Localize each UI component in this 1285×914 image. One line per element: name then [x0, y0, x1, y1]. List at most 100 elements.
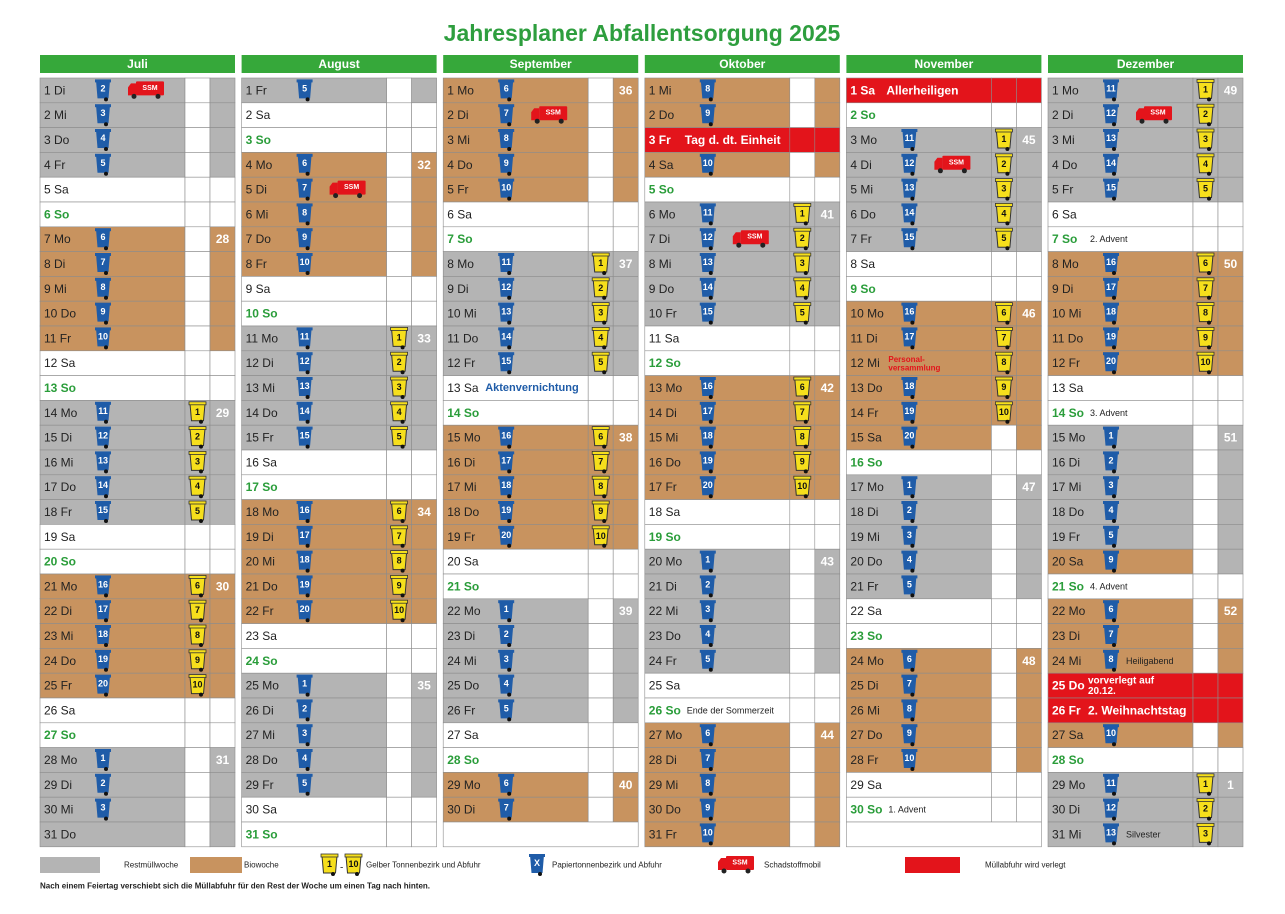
paper-bin-body	[902, 700, 917, 719]
yellow-bin-number: 2	[1203, 109, 1208, 119]
truck-wheel	[736, 242, 742, 248]
week-number: 29	[216, 406, 230, 420]
paper-bin-wheel	[507, 444, 512, 449]
day-cell	[241, 77, 387, 104]
week-strip	[1217, 648, 1244, 674]
yellow-bin-number: 9	[598, 506, 603, 516]
day-cell	[1047, 623, 1194, 649]
paper-bin: 7	[296, 178, 313, 201]
paper-bin-lid	[901, 178, 918, 182]
day-cell	[39, 548, 186, 575]
paper-bin: 3	[95, 798, 111, 821]
month-header	[1048, 55, 1243, 73]
yellow-bin-lid	[995, 376, 1013, 381]
week-strip	[612, 573, 639, 600]
week-strip	[1217, 127, 1244, 153]
paper-bin: 2	[699, 575, 716, 598]
truck-cab	[531, 108, 540, 121]
paper-bin-lid	[901, 476, 918, 480]
yellow-bin-number: 2	[800, 233, 805, 243]
truck-wheel	[558, 118, 564, 124]
truck-wheel	[937, 168, 943, 174]
yellow-bin-number: 1	[327, 859, 332, 869]
paper-bin-lid	[498, 501, 515, 504]
day-label: 16 Do	[649, 455, 681, 469]
yellow-bin: 8	[995, 351, 1013, 375]
yellow-bin-number: 2	[1001, 159, 1006, 169]
day-label: 6 Sa	[1052, 207, 1077, 221]
paper-bin-number: 3	[705, 604, 710, 614]
day-cell	[241, 276, 387, 302]
paper-bin-wheel	[104, 122, 108, 127]
paper-bin-number: 8	[100, 282, 105, 292]
yellow-bin-lid	[793, 401, 812, 406]
day-label: 19 Sa	[44, 530, 76, 544]
paper-bin-body	[297, 551, 312, 570]
paper-bin-wheel	[910, 221, 915, 226]
yellow-bin-wheel	[1207, 295, 1211, 300]
paper-bin-number: 8	[705, 83, 710, 93]
paper-bin-number: 13	[98, 455, 108, 465]
day-label: 30 Di	[1052, 803, 1080, 817]
paper-bin-lid	[296, 773, 313, 777]
paper-bin: 9	[699, 104, 716, 127]
paper-bin-number: 6	[1108, 604, 1113, 614]
month-header	[644, 55, 840, 73]
paper-bin: 16	[699, 377, 716, 399]
day-note: 1. Advent	[888, 805, 926, 815]
week-number: 33	[417, 331, 431, 345]
truck-box	[1144, 106, 1172, 121]
paper-bin-lid	[1103, 178, 1119, 182]
day-cell	[644, 474, 791, 500]
truck-label: SSM	[747, 234, 762, 241]
ssm-truck: SSM	[531, 106, 568, 124]
paper-bin: 17	[901, 327, 918, 350]
week-strip	[209, 623, 236, 649]
yellow-bin-number: 3	[397, 382, 402, 392]
paper-bin-wheel	[708, 816, 713, 821]
paper-bin-number: 4	[100, 133, 105, 143]
paper-bin-body	[700, 626, 715, 644]
paper-bin-body	[297, 204, 312, 223]
yellow-bin-lid	[591, 525, 610, 530]
week-strip	[1016, 672, 1042, 699]
week-strip	[209, 276, 236, 302]
paper-bin-body	[1104, 130, 1118, 148]
paper-bin-wheel	[104, 667, 108, 672]
day-label: 17 Fr	[649, 480, 677, 494]
yellow-bin-number: 1	[1001, 134, 1006, 144]
day-label: 20 Mo	[649, 555, 683, 569]
paper-bin: 6	[95, 228, 111, 251]
month-name: August	[318, 57, 359, 71]
yellow-column	[789, 722, 816, 748]
paper-bin-number: 11	[1106, 83, 1116, 93]
paper-bin: 12	[699, 228, 716, 251]
week-strip	[411, 350, 437, 376]
yellow-column	[991, 474, 1017, 500]
yellow-bin: 7	[1196, 277, 1215, 300]
yellow-column	[184, 722, 211, 748]
day-label: 29 Mo	[447, 778, 481, 792]
yellow-column	[991, 77, 1017, 104]
week-strip	[1016, 325, 1042, 352]
yellow-bin: 1	[591, 252, 610, 275]
paper-bin-wheel	[910, 444, 915, 449]
paper-bin-lid	[95, 575, 111, 579]
paper-bin: 3	[1103, 476, 1119, 499]
yellow-bin-wheel	[1005, 370, 1010, 375]
week-strip	[814, 672, 841, 699]
yellow-column	[789, 350, 816, 376]
paper-bin-body	[902, 229, 917, 248]
day-cell	[846, 127, 992, 153]
paper-bin: 15	[498, 352, 515, 375]
paper-bin-body	[1104, 254, 1118, 272]
day-cell	[442, 623, 589, 649]
yellow-bin-number: 8	[800, 432, 805, 442]
paper-bin-wheel	[708, 271, 713, 275]
paper-bin-body	[700, 402, 715, 421]
paper-bin-body	[297, 254, 312, 272]
day-label: 7 Mo	[44, 232, 71, 246]
paper-bin-number: 13	[501, 307, 511, 317]
